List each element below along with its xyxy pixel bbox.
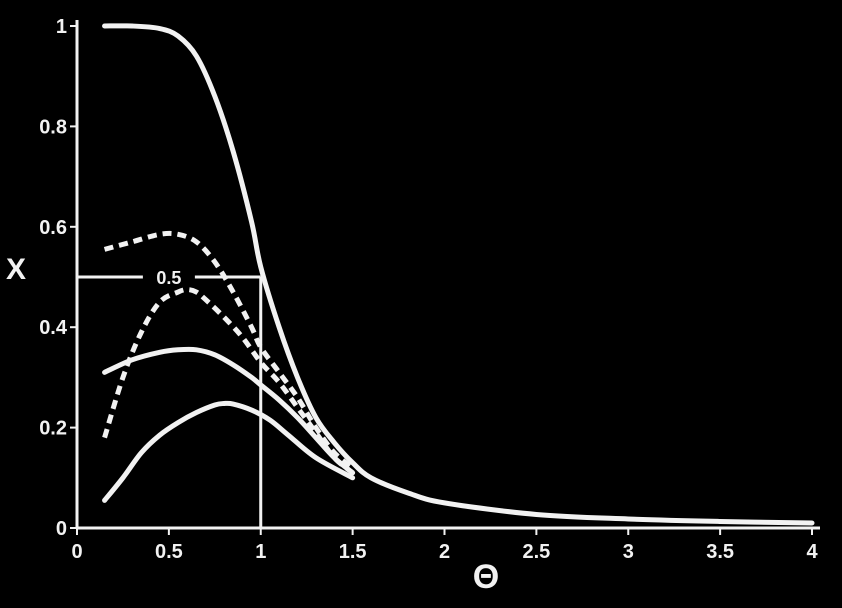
series-line-5-solid [102, 400, 356, 503]
y-tick-label: 0.2 [39, 418, 67, 440]
x-tick-label: 1 [255, 541, 266, 563]
x-tick-label: 4 [806, 541, 818, 563]
x-tick-label: 1.5 [339, 541, 367, 563]
x-axis-ticks: 0 0.5 1 1.5 2 2.5 3 3.5 4 [71, 528, 818, 563]
x-tick-label: 3 [623, 541, 634, 563]
y-axis-title: X [6, 253, 26, 286]
y-axis-ticks: 0 0.2 0.4 0.6 0.8 1 [39, 16, 77, 540]
x-tick-label: 0 [71, 541, 82, 563]
series-layer [102, 23, 815, 526]
x-axis-title: Θ [473, 558, 499, 596]
x-tick-label: 3.5 [706, 541, 734, 563]
annotation-label: 0.5 [156, 268, 181, 288]
y-tick-label: 0.4 [39, 317, 68, 339]
chart-axes [75, 20, 820, 530]
series-line-4-solid [102, 346, 356, 476]
x-tick-label: 0.5 [155, 541, 183, 563]
series-line-1-solid [102, 23, 815, 526]
x-tick-label: 2 [439, 541, 450, 563]
x-tick-label: 2.5 [522, 541, 550, 563]
y-tick-label: 0.6 [39, 217, 67, 239]
series-line-2-dashed [103, 230, 355, 470]
series-line-3-dashed [102, 287, 355, 475]
y-tick-label: 0.8 [39, 116, 67, 138]
y-tick-label: 0 [56, 518, 67, 540]
annotation-layer: 0.5 [77, 268, 263, 528]
y-tick-label: 1 [56, 16, 67, 38]
